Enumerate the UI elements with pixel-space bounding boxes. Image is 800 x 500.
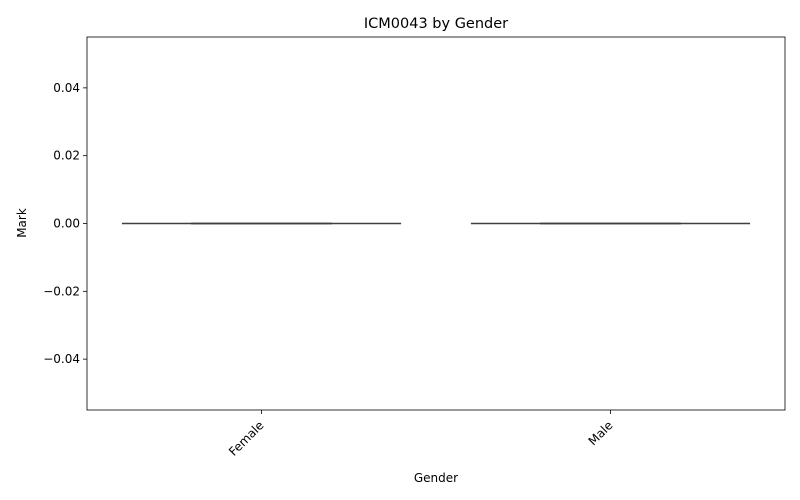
y-tick-label: 0.04 bbox=[53, 81, 80, 95]
y-axis: −0.04 −0.02 0.00 0.02 0.04 bbox=[43, 81, 87, 366]
chart-title: ICM0043 by Gender bbox=[364, 16, 508, 32]
y-tick-label: −0.02 bbox=[43, 284, 80, 298]
y-tick-label: 0.02 bbox=[53, 149, 80, 163]
y-axis-label: Mark bbox=[15, 208, 29, 238]
x-axis-label: Gender bbox=[414, 471, 458, 485]
y-tick-label: 0.00 bbox=[53, 217, 80, 231]
plot-area bbox=[86, 36, 786, 411]
y-tick-label: −0.04 bbox=[43, 352, 80, 366]
